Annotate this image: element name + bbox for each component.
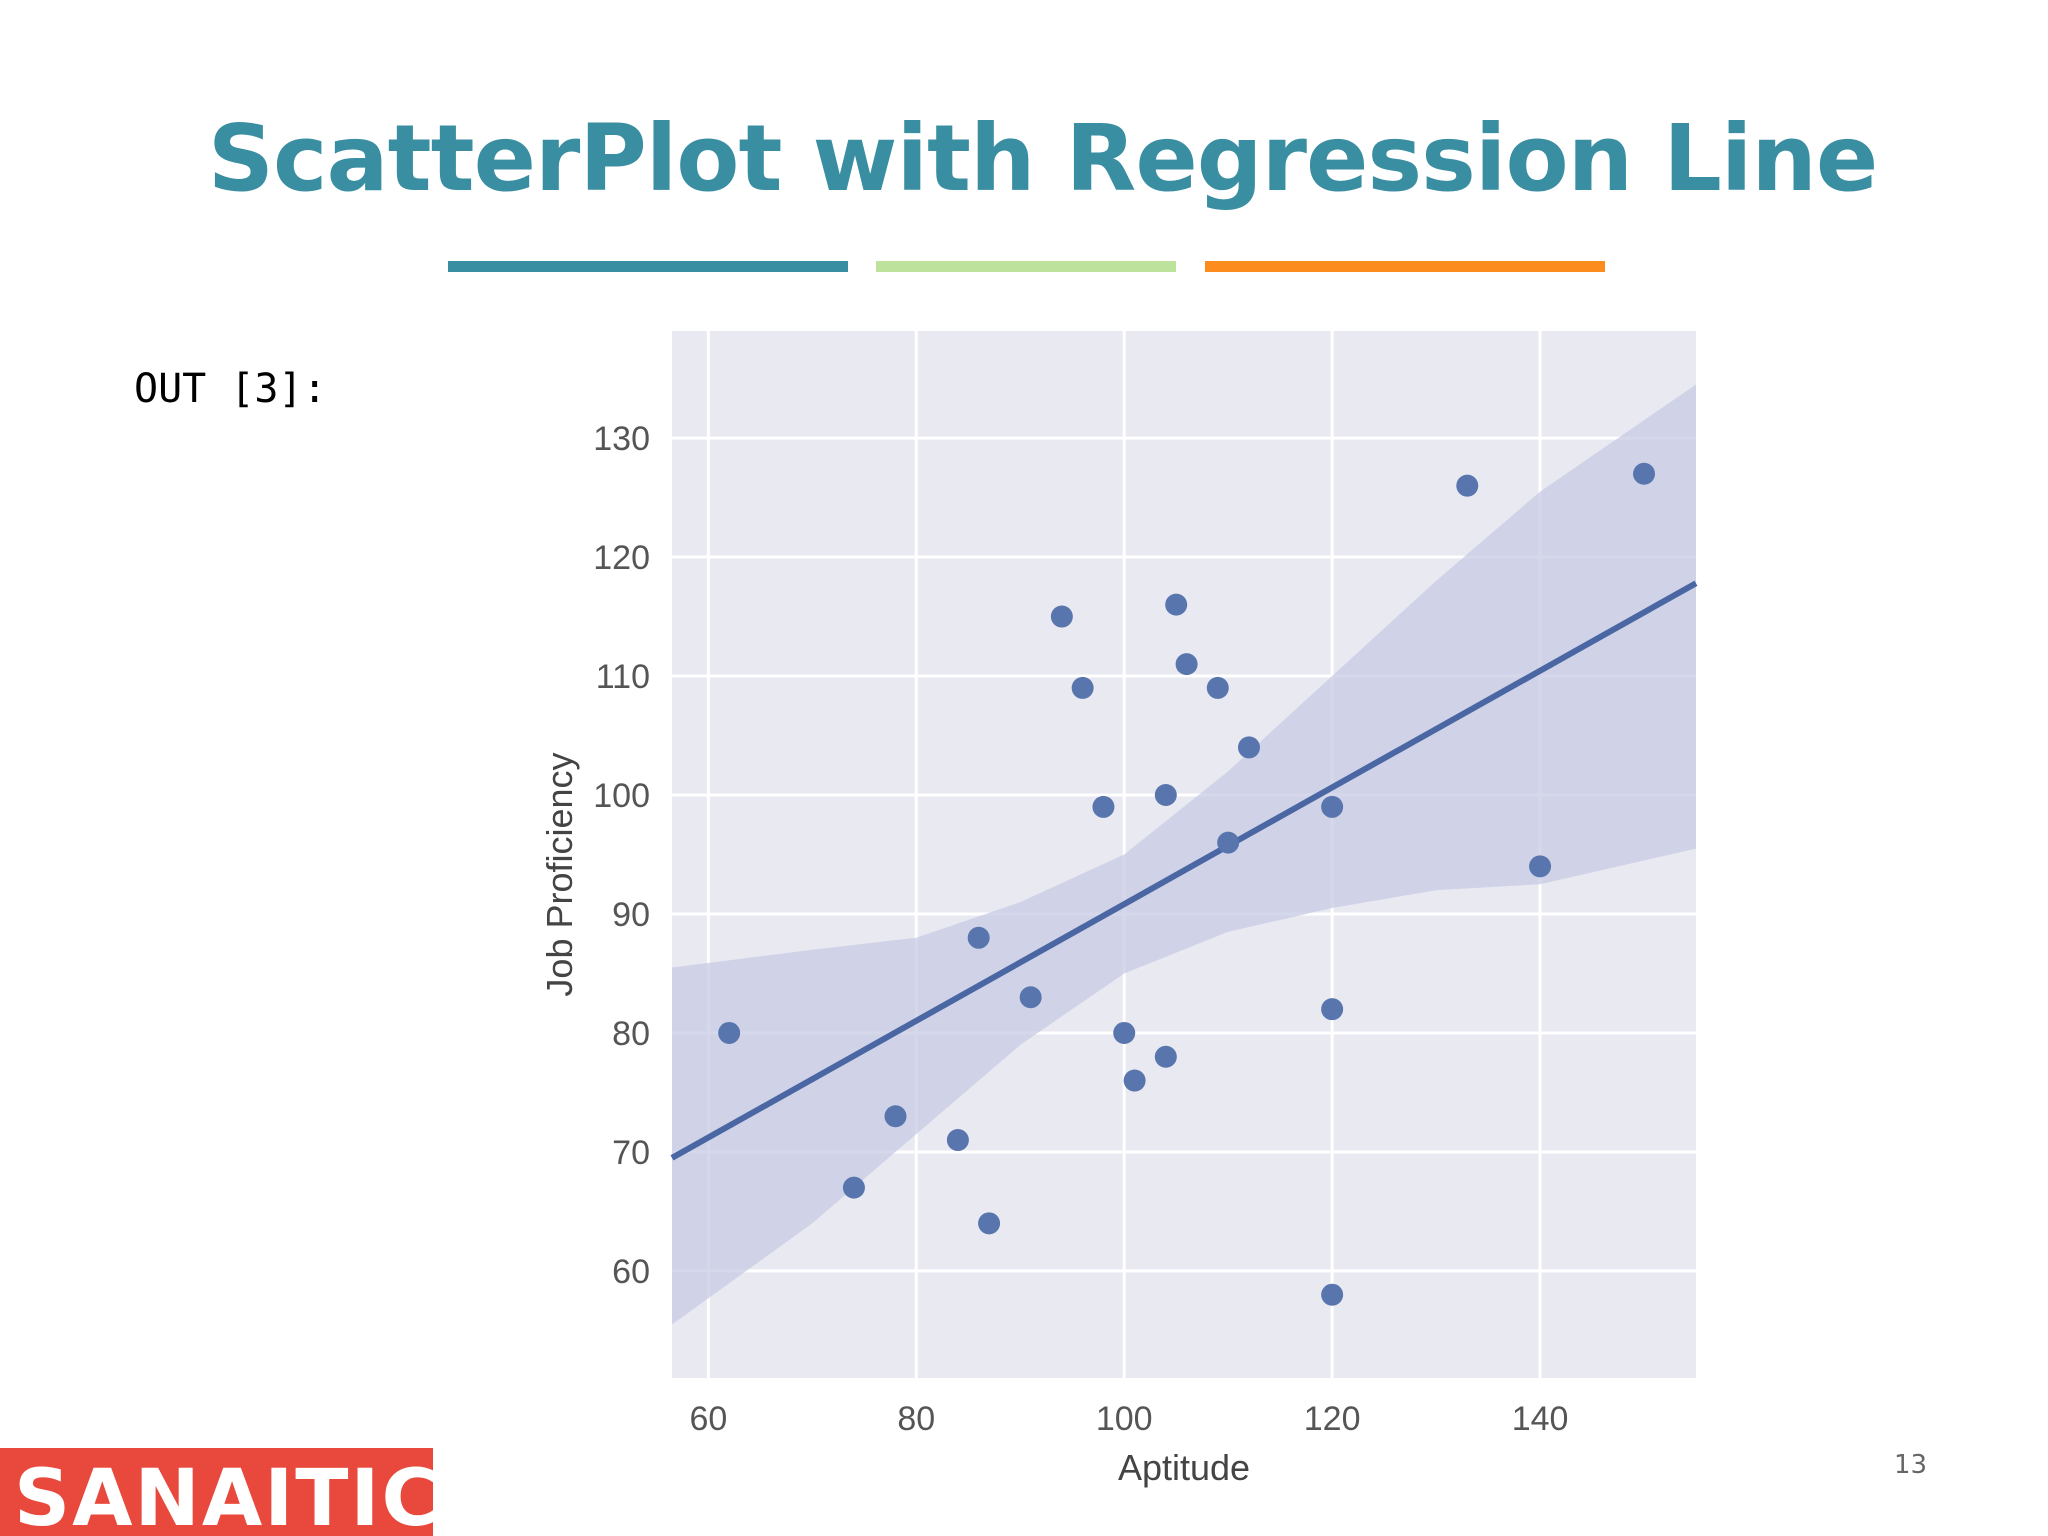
scatter-point	[842, 1176, 865, 1199]
confidence-band	[672, 384, 1696, 1325]
scatter-point	[1071, 676, 1094, 699]
accent-bar-green	[876, 261, 1176, 272]
x-tick-label: 120	[1304, 1400, 1361, 1438]
scatter-point	[1154, 1045, 1177, 1068]
scatter-point	[1529, 855, 1552, 878]
y-tick-label: 80	[612, 1015, 650, 1053]
x-tick-label: 140	[1512, 1400, 1569, 1438]
scatter-point	[1217, 831, 1240, 854]
slide-title: ScatterPlot with Regression Line	[207, 105, 1879, 212]
scatter-point	[1456, 474, 1479, 497]
scatter-point	[967, 926, 990, 949]
scatter-point	[1175, 653, 1198, 676]
scatter-point	[1092, 795, 1115, 818]
y-tick-labels: 60 70 80 90 100 110 120 130	[593, 420, 650, 1291]
y-tick-label: 130	[593, 420, 650, 458]
accent-bar-teal	[448, 261, 848, 272]
scatter-point	[1237, 736, 1260, 759]
accent-bar-orange	[1205, 261, 1605, 272]
scatter-point	[1123, 1069, 1146, 1092]
y-axis-label: Job Proficiency	[539, 752, 580, 996]
y-tick-label: 70	[612, 1134, 650, 1172]
y-tick-label: 110	[596, 658, 650, 696]
page-number: 13	[1894, 1450, 1928, 1480]
y-tick-label: 90	[612, 896, 650, 934]
y-tick-label: 60	[612, 1253, 650, 1291]
regression-line	[670, 580, 1698, 1161]
sanaitics-logo: SANAITICS	[0, 1448, 433, 1536]
scatter-point	[884, 1105, 907, 1128]
y-tick-label: 100	[593, 777, 650, 815]
scatter-point	[1050, 605, 1073, 628]
scatter-point	[1154, 784, 1177, 807]
y-tick-label: 120	[593, 539, 650, 577]
x-tick-labels: 60 80 100 120 140	[689, 1400, 1568, 1438]
scatter-point	[1165, 593, 1188, 616]
scatter-point	[718, 1021, 741, 1044]
scatter-point	[1019, 986, 1042, 1009]
scatter-point	[1206, 676, 1229, 699]
x-axis-label: Aptitude	[1118, 1447, 1250, 1488]
scatter-points	[718, 462, 1656, 1306]
scatter-point	[1633, 462, 1656, 485]
scatter-point	[1321, 998, 1344, 1021]
scatter-point	[1321, 1283, 1344, 1306]
x-tick-label: 100	[1096, 1400, 1153, 1438]
scatter-point	[1113, 1021, 1136, 1044]
x-tick-label: 80	[897, 1400, 935, 1438]
scatter-point	[978, 1212, 1001, 1235]
output-cell-label: OUT [3]:	[134, 366, 327, 412]
logo-text: SANAITICS	[14, 1454, 433, 1536]
scatter-point	[1321, 795, 1344, 818]
x-tick-label: 60	[689, 1400, 727, 1438]
scatter-point	[946, 1129, 969, 1152]
